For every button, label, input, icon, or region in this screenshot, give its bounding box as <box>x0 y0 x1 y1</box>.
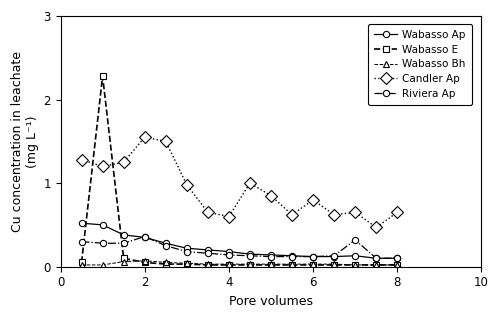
Riviera Ap <box>205 251 211 255</box>
Wabasso Ap <box>352 254 358 258</box>
Candler Ap <box>142 135 148 139</box>
Wabasso Ap <box>289 254 295 258</box>
Riviera Ap <box>100 241 105 245</box>
Wabasso Ap <box>331 255 337 258</box>
Wabasso Ap <box>373 256 379 260</box>
Wabasso Bh <box>373 263 379 267</box>
Candler Ap <box>247 181 253 185</box>
Wabasso Ap <box>142 235 148 239</box>
Riviera Ap <box>268 255 274 258</box>
Wabasso Ap <box>205 248 211 252</box>
Riviera Ap <box>226 253 232 257</box>
Wabasso Ap <box>226 250 232 254</box>
Riviera Ap <box>394 256 400 260</box>
Riviera Ap <box>142 235 148 239</box>
Riviera Ap <box>78 240 84 243</box>
Riviera Ap <box>184 250 190 254</box>
Wabasso Bh <box>289 262 295 266</box>
Wabasso Ap <box>184 246 190 250</box>
Candler Ap <box>373 226 379 229</box>
Riviera Ap <box>162 244 168 248</box>
Line: Candler Ap: Candler Ap <box>77 133 402 232</box>
Wabasso E <box>100 74 105 78</box>
Wabasso Bh <box>120 260 126 263</box>
Wabasso Bh <box>268 262 274 266</box>
Riviera Ap <box>247 254 253 258</box>
Candler Ap <box>226 215 232 219</box>
Candler Ap <box>205 211 211 214</box>
Wabasso E <box>120 256 126 260</box>
Wabasso Ap <box>310 255 316 258</box>
Wabasso Bh <box>394 263 400 267</box>
Candler Ap <box>78 158 84 162</box>
Riviera Ap <box>289 255 295 258</box>
Line: Wabasso Bh: Wabasso Bh <box>78 258 400 268</box>
Wabasso E <box>268 263 274 267</box>
Wabasso Bh <box>247 262 253 266</box>
Wabasso E <box>352 263 358 267</box>
Candler Ap <box>184 183 190 187</box>
Wabasso E <box>373 263 379 267</box>
Wabasso Bh <box>226 262 232 266</box>
Line: Wabasso E: Wabasso E <box>78 73 400 268</box>
Candler Ap <box>162 139 168 143</box>
X-axis label: Pore volumes: Pore volumes <box>229 295 313 308</box>
Wabasso Ap <box>100 223 105 227</box>
Wabasso Bh <box>352 263 358 267</box>
Wabasso Bh <box>162 261 168 264</box>
Candler Ap <box>289 213 295 217</box>
Riviera Ap <box>310 255 316 258</box>
Wabasso E <box>394 263 400 267</box>
Wabasso E <box>142 261 148 264</box>
Wabasso Ap <box>268 253 274 257</box>
Wabasso E <box>184 262 190 266</box>
Wabasso Bh <box>205 262 211 266</box>
Wabasso E <box>226 263 232 267</box>
Wabasso Bh <box>184 261 190 265</box>
Wabasso Ap <box>120 233 126 237</box>
Riviera Ap <box>120 241 126 245</box>
Candler Ap <box>352 211 358 214</box>
Wabasso E <box>247 263 253 267</box>
Candler Ap <box>394 211 400 214</box>
Candler Ap <box>100 165 105 168</box>
Riviera Ap <box>331 254 337 258</box>
Riviera Ap <box>373 256 379 260</box>
Wabasso Bh <box>331 262 337 266</box>
Line: Riviera Ap: Riviera Ap <box>78 234 400 261</box>
Candler Ap <box>310 198 316 202</box>
Wabasso Bh <box>78 263 84 267</box>
Line: Wabasso Ap: Wabasso Ap <box>78 220 400 261</box>
Wabasso Ap <box>78 221 84 225</box>
Legend: Wabasso Ap, Wabasso E, Wabasso Bh, Candler Ap, Riviera Ap: Wabasso Ap, Wabasso E, Wabasso Bh, Candl… <box>368 24 472 105</box>
Candler Ap <box>331 213 337 217</box>
Wabasso Ap <box>162 241 168 245</box>
Wabasso E <box>205 263 211 267</box>
Wabasso Bh <box>142 259 148 263</box>
Wabasso Bh <box>100 263 105 267</box>
Wabasso E <box>289 263 295 267</box>
Candler Ap <box>120 160 126 164</box>
Wabasso Ap <box>247 252 253 256</box>
Wabasso E <box>162 262 168 266</box>
Wabasso E <box>310 263 316 267</box>
Riviera Ap <box>352 238 358 242</box>
Wabasso E <box>331 263 337 267</box>
Wabasso Ap <box>394 256 400 260</box>
Candler Ap <box>268 194 274 197</box>
Wabasso Bh <box>310 262 316 266</box>
Y-axis label: Cu concentration in leachate
(mg L⁻¹): Cu concentration in leachate (mg L⁻¹) <box>11 51 39 232</box>
Wabasso E <box>78 261 84 264</box>
